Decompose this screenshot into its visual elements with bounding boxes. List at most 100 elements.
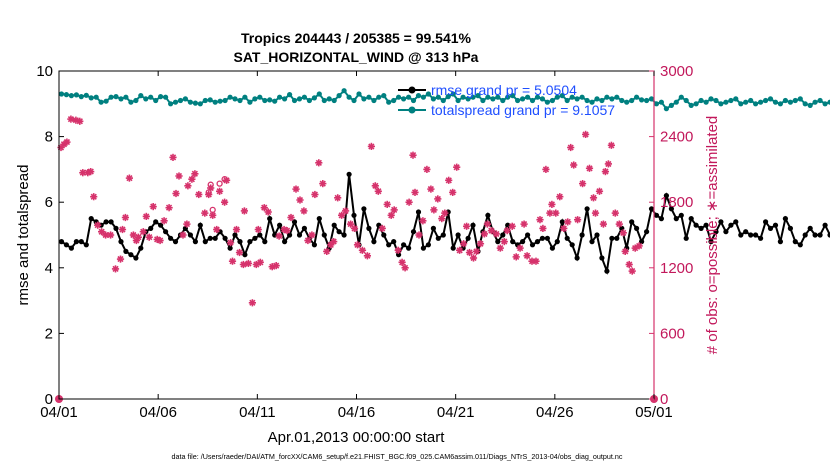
obs-assimilated-point: [441, 209, 449, 217]
rmse-point: [594, 232, 600, 238]
obs-assimilated-point: [353, 241, 362, 249]
obs-assimilated-point: [232, 225, 241, 234]
rmse-point: [321, 232, 327, 238]
totalspread-point: [817, 97, 823, 104]
rmse-point: [569, 242, 575, 248]
rmse-point: [777, 239, 784, 245]
rmse-point: [257, 232, 263, 238]
totalspread-point: [177, 97, 184, 104]
obs-assimilated-point: [520, 220, 528, 228]
obs-assimilated-point: [438, 215, 446, 223]
rmse-point: [683, 235, 689, 241]
obs-assimilated-point: [595, 187, 604, 195]
totalspread-point: [505, 94, 511, 100]
totalspread-point: [629, 97, 635, 104]
obs-assimilated-point: [213, 225, 221, 234]
totalspread-point: [68, 93, 74, 99]
obs-assimilated-point: [111, 265, 120, 273]
obs-assimilated-point: [296, 196, 304, 204]
chart-title: Tropics 204443 / 205385 = 99.541%: [241, 30, 472, 46]
obs-assimilated-point: [500, 238, 508, 246]
x-tick-label: 04/06: [139, 404, 177, 421]
totalspread-point: [708, 96, 714, 102]
totalspread-point: [172, 99, 179, 105]
totalspread-point: [500, 97, 506, 104]
rmse-point: [128, 252, 134, 258]
rmse-point: [510, 239, 516, 245]
totalspread-point: [108, 94, 114, 100]
obs-assimilated-point: [456, 246, 464, 254]
x-tick-label: 04/21: [437, 404, 475, 421]
rmse-point: [812, 232, 818, 238]
rmse-point: [723, 229, 729, 235]
rmse-point: [396, 252, 402, 258]
totalspread-point: [168, 101, 174, 107]
rmse-point: [718, 219, 724, 225]
totalspread-point: [58, 91, 65, 97]
obs-assimilated-point: [156, 236, 164, 245]
obs-assimilated-point: [87, 168, 95, 176]
obs-assimilated-point: [589, 194, 598, 202]
rmse-point: [158, 222, 164, 228]
obs-assimilated-point: [378, 224, 386, 232]
totalspread-point: [232, 96, 238, 102]
obs-assimilated-point: [607, 141, 615, 149]
rmse-point: [485, 212, 491, 218]
totalspread-point: [381, 93, 387, 99]
rmse-point: [410, 229, 417, 235]
obs-assimilated-point: [483, 220, 491, 228]
obs-assimilated-point: [116, 255, 125, 263]
obs-assimilated-point: [449, 188, 457, 196]
obs-assimilated-point: [239, 260, 247, 269]
obs-assimilated-point: [342, 207, 350, 215]
totalspread-point: [594, 96, 600, 102]
obs-assimilated-point: [107, 231, 115, 239]
y-left-tick-label: 2: [45, 325, 53, 342]
totalspread-point: [430, 96, 436, 102]
obs-assimilated-point: [512, 253, 520, 261]
obs-assimilated-point: [90, 193, 98, 201]
totalspread-point: [396, 94, 402, 100]
rmse-point: [792, 239, 798, 245]
rmse-point: [430, 225, 436, 231]
rmse-point: [267, 216, 273, 222]
totalspread-point: [569, 94, 575, 100]
totalspread-point: [604, 94, 610, 100]
totalspread-point: [301, 94, 307, 100]
rmse-point: [495, 239, 501, 245]
obs-assimilated-point: [625, 260, 633, 269]
totalspread-point: [73, 92, 79, 98]
rmse-point: [202, 239, 208, 245]
rmse-point: [277, 222, 283, 228]
obs-assimilated-point: [503, 227, 511, 235]
rmse-point: [222, 235, 228, 241]
totalspread-point: [197, 101, 203, 107]
y-right-tick-label: 600: [660, 325, 685, 342]
rmse-point: [232, 232, 238, 238]
totalspread-point: [772, 99, 779, 105]
obs-assimilated-point: [465, 248, 474, 257]
x-tick-label: 04/26: [536, 404, 574, 421]
totalspread-point: [688, 102, 694, 108]
rmse-point: [172, 239, 179, 245]
totalspread-point: [445, 94, 451, 100]
totalspread-point: [361, 96, 367, 102]
rmse-point: [262, 239, 268, 245]
rmse-point: [584, 206, 590, 212]
rmse-point: [668, 206, 675, 212]
obs-assimilated-point: [621, 247, 629, 255]
rmse-point: [629, 219, 635, 225]
obs-assimilated-point: [619, 229, 627, 237]
totalspread-point: [406, 94, 412, 100]
rmse-point: [554, 239, 560, 245]
obs-assimilated-point: [599, 220, 607, 228]
totalspread-point: [247, 99, 253, 105]
obs-assimilated-point: [536, 216, 544, 224]
rmse-point: [371, 239, 377, 245]
totalspread-point: [133, 97, 139, 104]
totalspread-point: [634, 94, 640, 100]
totalspread-point: [579, 94, 585, 100]
totalspread-point: [544, 99, 551, 105]
rmse-point: [534, 239, 541, 245]
totalspread-point: [88, 95, 94, 101]
